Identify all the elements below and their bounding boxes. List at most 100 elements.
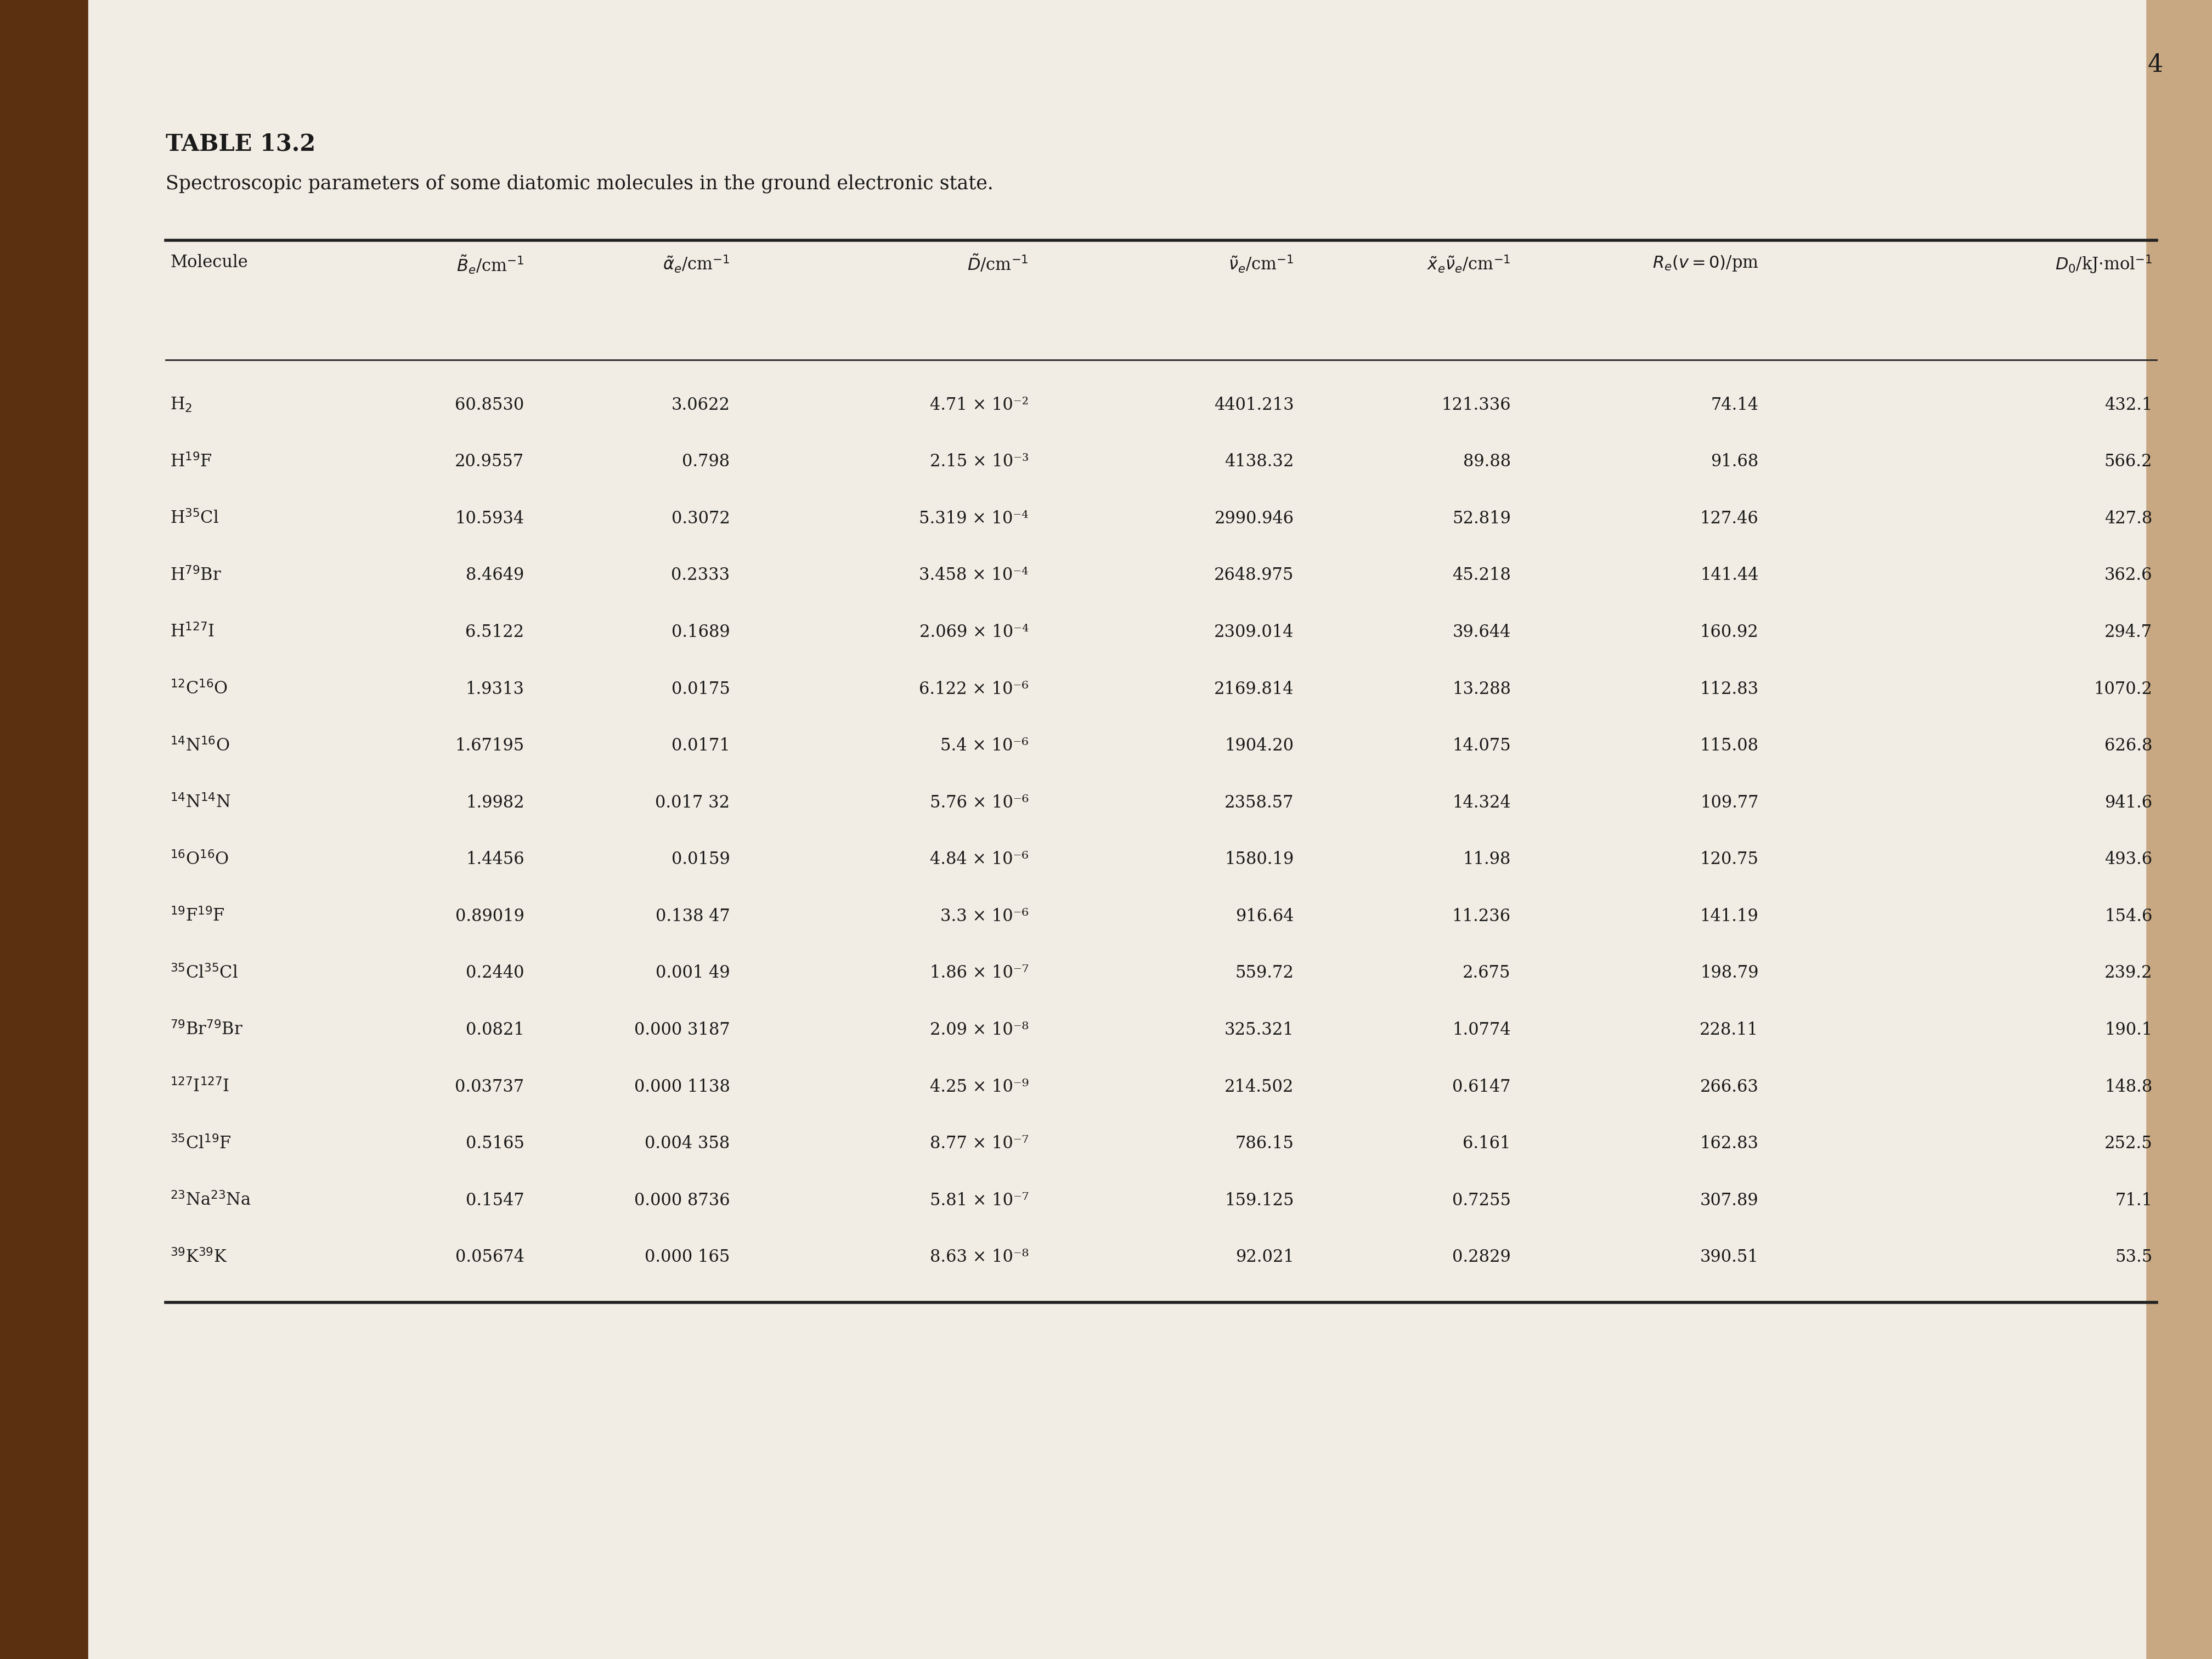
Text: 2648.975: 2648.975 [1214, 567, 1294, 584]
Text: 39.644: 39.644 [1453, 624, 1511, 640]
Text: 0.0821: 0.0821 [465, 1022, 524, 1039]
Text: 0.89019: 0.89019 [456, 907, 524, 926]
Text: 4: 4 [2148, 53, 2163, 76]
Text: $D_0$/kJ$\cdot$mol$^{-1}$: $D_0$/kJ$\cdot$mol$^{-1}$ [2055, 254, 2152, 275]
Text: 6.5122: 6.5122 [465, 624, 524, 640]
Text: 3.458 × 10⁻⁴: 3.458 × 10⁻⁴ [920, 567, 1029, 584]
Text: Molecule: Molecule [170, 254, 248, 270]
Text: 786.15: 786.15 [1234, 1135, 1294, 1153]
Text: 115.08: 115.08 [1699, 737, 1759, 755]
Text: $^{35}$Cl$^{19}$F: $^{35}$Cl$^{19}$F [170, 1135, 232, 1153]
Text: 214.502: 214.502 [1225, 1078, 1294, 1095]
Text: 154.6: 154.6 [2104, 907, 2152, 926]
Text: 0.6147: 0.6147 [1453, 1078, 1511, 1095]
Text: 14.324: 14.324 [1453, 795, 1511, 811]
Text: 390.51: 390.51 [1699, 1249, 1759, 1266]
Text: 6.122 × 10⁻⁶: 6.122 × 10⁻⁶ [918, 680, 1029, 698]
Text: 198.79: 198.79 [1701, 964, 1759, 982]
Text: 141.19: 141.19 [1701, 907, 1759, 926]
Text: 13.288: 13.288 [1451, 680, 1511, 698]
Text: 0.7255: 0.7255 [1451, 1191, 1511, 1209]
Text: 493.6: 493.6 [2104, 851, 2152, 868]
Text: 109.77: 109.77 [1701, 795, 1759, 811]
Text: 3.0622: 3.0622 [670, 397, 730, 413]
Text: $\tilde{x}_e\tilde{\nu}_e$/cm$^{-1}$: $\tilde{x}_e\tilde{\nu}_e$/cm$^{-1}$ [1427, 254, 1511, 274]
Text: $^{23}$Na$^{23}$Na: $^{23}$Na$^{23}$Na [170, 1191, 252, 1209]
Text: 0.5165: 0.5165 [465, 1135, 524, 1153]
Text: 91.68: 91.68 [1710, 453, 1759, 471]
Text: 121.336: 121.336 [1442, 397, 1511, 413]
Text: 0.138 47: 0.138 47 [655, 907, 730, 926]
Text: 1.9313: 1.9313 [465, 680, 524, 698]
Text: 2169.814: 2169.814 [1214, 680, 1294, 698]
Text: 1070.2: 1070.2 [2093, 680, 2152, 698]
Text: 74.14: 74.14 [1710, 397, 1759, 413]
Text: H$^{35}$Cl: H$^{35}$Cl [170, 509, 219, 528]
Text: $^{14}$N$^{16}$O: $^{14}$N$^{16}$O [170, 737, 230, 755]
Text: 71.1: 71.1 [2115, 1191, 2152, 1209]
Text: 294.7: 294.7 [2104, 624, 2152, 640]
Text: 127.46: 127.46 [1701, 509, 1759, 528]
Text: 60.8530: 60.8530 [456, 397, 524, 413]
Text: 4401.213: 4401.213 [1214, 397, 1294, 413]
Text: 626.8: 626.8 [2104, 737, 2152, 755]
Text: 307.89: 307.89 [1701, 1191, 1759, 1209]
Text: 362.6: 362.6 [2104, 567, 2152, 584]
Text: 4.71 × 10⁻²: 4.71 × 10⁻² [929, 397, 1029, 413]
Text: $^{16}$O$^{16}$O: $^{16}$O$^{16}$O [170, 851, 230, 868]
Text: 5.4 × 10⁻⁶: 5.4 × 10⁻⁶ [940, 737, 1029, 755]
Text: 8.4649: 8.4649 [467, 567, 524, 584]
Text: 1904.20: 1904.20 [1225, 737, 1294, 755]
Text: 20.9557: 20.9557 [456, 453, 524, 471]
Text: 5.76 × 10⁻⁶: 5.76 × 10⁻⁶ [929, 795, 1029, 811]
Text: 2.069 × 10⁻⁴: 2.069 × 10⁻⁴ [920, 624, 1029, 640]
Text: 559.72: 559.72 [1234, 964, 1294, 982]
Text: 1.4456: 1.4456 [467, 851, 524, 868]
Text: 0.1689: 0.1689 [672, 624, 730, 640]
Text: $\tilde{D}$/cm$^{-1}$: $\tilde{D}$/cm$^{-1}$ [967, 254, 1029, 274]
Text: $^{19}$F$^{19}$F: $^{19}$F$^{19}$F [170, 907, 226, 926]
Text: 266.63: 266.63 [1699, 1078, 1759, 1095]
Text: 0.1547: 0.1547 [467, 1191, 524, 1209]
Text: 4.25 × 10⁻⁹: 4.25 × 10⁻⁹ [929, 1078, 1029, 1095]
Text: 916.64: 916.64 [1237, 907, 1294, 926]
Text: 4138.32: 4138.32 [1225, 453, 1294, 471]
Text: 252.5: 252.5 [2104, 1135, 2152, 1153]
Text: 1.67195: 1.67195 [456, 737, 524, 755]
Text: 89.88: 89.88 [1462, 453, 1511, 471]
Text: $R_e(v=0)$/pm: $R_e(v=0)$/pm [1652, 254, 1759, 272]
Text: H$^{19}$F: H$^{19}$F [170, 453, 212, 471]
Text: 120.75: 120.75 [1699, 851, 1759, 868]
Text: 0.0159: 0.0159 [672, 851, 730, 868]
Text: 2.15 × 10⁻³: 2.15 × 10⁻³ [929, 453, 1029, 471]
Text: 566.2: 566.2 [2104, 453, 2152, 471]
Text: $\tilde{\nu}_e$/cm$^{-1}$: $\tilde{\nu}_e$/cm$^{-1}$ [1228, 254, 1294, 274]
Text: 160.92: 160.92 [1701, 624, 1759, 640]
Text: 0.000 165: 0.000 165 [644, 1249, 730, 1266]
Text: 0.03737: 0.03737 [456, 1078, 524, 1095]
Text: 228.11: 228.11 [1699, 1022, 1759, 1039]
Text: 4.84 × 10⁻⁶: 4.84 × 10⁻⁶ [929, 851, 1029, 868]
Text: 0.000 1138: 0.000 1138 [635, 1078, 730, 1095]
Text: 0.0171: 0.0171 [670, 737, 730, 755]
Text: 141.44: 141.44 [1701, 567, 1759, 584]
Text: 11.236: 11.236 [1451, 907, 1511, 926]
Text: 0.3072: 0.3072 [670, 509, 730, 528]
Text: $^{39}$K$^{39}$K: $^{39}$K$^{39}$K [170, 1249, 228, 1266]
Text: 0.2333: 0.2333 [670, 567, 730, 584]
Text: 52.819: 52.819 [1451, 509, 1511, 528]
Text: $^{12}$C$^{16}$O: $^{12}$C$^{16}$O [170, 680, 228, 698]
Text: 11.98: 11.98 [1462, 851, 1511, 868]
Text: 0.0175: 0.0175 [670, 680, 730, 698]
Text: 3.3 × 10⁻⁶: 3.3 × 10⁻⁶ [940, 907, 1029, 926]
Text: 1.9982: 1.9982 [467, 795, 524, 811]
Text: 148.8: 148.8 [2104, 1078, 2152, 1095]
Text: 0.001 49: 0.001 49 [655, 964, 730, 982]
Text: 0.05674: 0.05674 [456, 1249, 524, 1266]
Text: $^{35}$Cl$^{35}$Cl: $^{35}$Cl$^{35}$Cl [170, 964, 239, 982]
Text: 0.004 358: 0.004 358 [644, 1135, 730, 1153]
Text: 0.000 8736: 0.000 8736 [635, 1191, 730, 1209]
Text: 1.0774: 1.0774 [1453, 1022, 1511, 1039]
Text: 432.1: 432.1 [2104, 397, 2152, 413]
Text: 162.83: 162.83 [1699, 1135, 1759, 1153]
